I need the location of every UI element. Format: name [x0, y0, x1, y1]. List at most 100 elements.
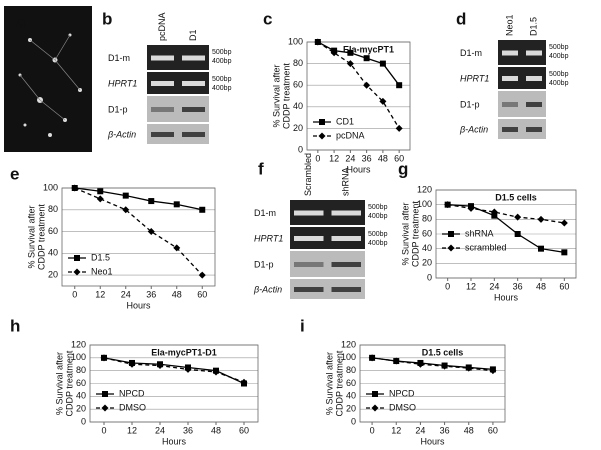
y-tick-label: 100 — [43, 182, 58, 192]
y-axis-label: CDDP treatment — [410, 201, 420, 267]
y-tick-label: 20 — [76, 404, 86, 414]
y-tick-label: 80 — [346, 365, 356, 375]
point — [156, 362, 164, 370]
point — [467, 204, 475, 212]
y-axis-label: % Survival after — [400, 202, 410, 265]
row-label: HPRT1 — [108, 78, 137, 88]
row-label: HPRT1 — [460, 73, 489, 83]
point — [416, 360, 424, 368]
panel-label: d — [456, 9, 466, 28]
x-tick-label: 0 — [445, 281, 450, 291]
x-axis-label: Hours — [162, 436, 187, 446]
point — [212, 368, 220, 376]
gel-band — [151, 107, 174, 112]
gel-band — [331, 236, 361, 241]
plot-frame — [89, 344, 259, 423]
point — [489, 367, 497, 375]
chart-title: D1.5 cells — [495, 192, 537, 202]
point — [560, 219, 568, 227]
plot-frame — [435, 189, 577, 279]
marker-label: 400bp — [549, 80, 569, 87]
point — [441, 362, 449, 370]
y-axis-label: % Survival after — [26, 205, 36, 268]
legend-label: NPCD — [119, 388, 145, 398]
legend-label: pcDNA — [336, 130, 365, 140]
panel-label: h — [10, 316, 20, 335]
x-tick-label: 60 — [239, 425, 249, 435]
row-label: β-Actin — [107, 129, 136, 139]
x-tick-label: 12 — [95, 289, 105, 299]
y-tick-label: 100 — [71, 352, 86, 362]
marker-label: 400bp — [212, 85, 232, 92]
row-label: D1-p — [254, 259, 274, 269]
legend-label: NPCD — [389, 388, 415, 398]
y-tick-label: 20 — [48, 269, 58, 279]
lane-label: Neo1 — [504, 14, 514, 36]
gel-band — [502, 127, 518, 132]
series-line — [371, 357, 493, 371]
point — [122, 192, 129, 199]
plot-frame — [61, 187, 216, 287]
point — [363, 81, 371, 89]
y-tick-label: 0 — [351, 416, 356, 426]
x-tick-label: 48 — [464, 425, 474, 435]
gel-band — [526, 76, 542, 81]
y-tick-label: 40 — [48, 248, 58, 258]
x-tick-label: 12 — [127, 425, 137, 435]
x-tick-label: 36 — [362, 153, 372, 163]
legend-label: DMSO — [389, 402, 416, 412]
y-tick-label: 100 — [417, 199, 432, 209]
y-axis-label: % Survival after — [271, 64, 281, 127]
series-line — [74, 187, 203, 276]
series-line — [317, 41, 400, 129]
point — [319, 119, 325, 125]
micrograph-cells — [18, 33, 82, 137]
point — [173, 244, 181, 252]
y-tick-label: 60 — [422, 228, 432, 238]
x-axis-label: Hours — [346, 164, 371, 174]
gel-band — [151, 55, 174, 61]
gel-band — [182, 81, 205, 86]
y-tick-label: 120 — [341, 339, 356, 349]
x-tick-label: 48 — [378, 153, 388, 163]
gel-band — [331, 287, 361, 292]
point — [128, 360, 136, 368]
marker-label: 500bp — [368, 231, 388, 238]
point — [199, 206, 206, 213]
chart-title: Ela-mycPT1-D1 — [151, 347, 217, 357]
gel-row — [290, 227, 365, 249]
x-tick-label: 0 — [72, 289, 77, 299]
panel-label: a — [16, 13, 26, 32]
gel-band — [331, 262, 361, 267]
point — [379, 60, 386, 67]
y-axis-label: CDDP treatment — [281, 63, 291, 129]
y-tick-label: 80 — [76, 365, 86, 375]
point — [395, 124, 403, 132]
marker-label: 500bp — [212, 76, 232, 83]
point — [537, 215, 545, 223]
point — [101, 404, 109, 412]
point — [363, 55, 370, 62]
point — [96, 195, 104, 203]
point — [347, 49, 354, 56]
x-tick-label: 24 — [121, 289, 131, 299]
panel-label: b — [102, 9, 112, 28]
y-tick-label: 20 — [346, 404, 356, 414]
x-tick-label: 48 — [172, 289, 182, 299]
x-tick-label: 12 — [329, 153, 339, 163]
x-tick-label: 36 — [146, 289, 156, 299]
point — [448, 231, 454, 237]
point — [490, 208, 498, 216]
gel-band — [182, 107, 205, 112]
row-label: D1-p — [460, 99, 480, 109]
y-tick-label: 0 — [427, 272, 432, 282]
marker-label: 400bp — [368, 213, 388, 220]
lane-label: D1 — [188, 29, 198, 41]
gel-band — [294, 262, 324, 267]
y-tick-label: 40 — [422, 243, 432, 253]
marker-label: 400bp — [549, 53, 569, 60]
series-line — [103, 357, 245, 385]
legend-label: Neo1 — [91, 266, 113, 276]
marker-label: 500bp — [549, 71, 569, 78]
marker-label: 400bp — [212, 58, 232, 65]
